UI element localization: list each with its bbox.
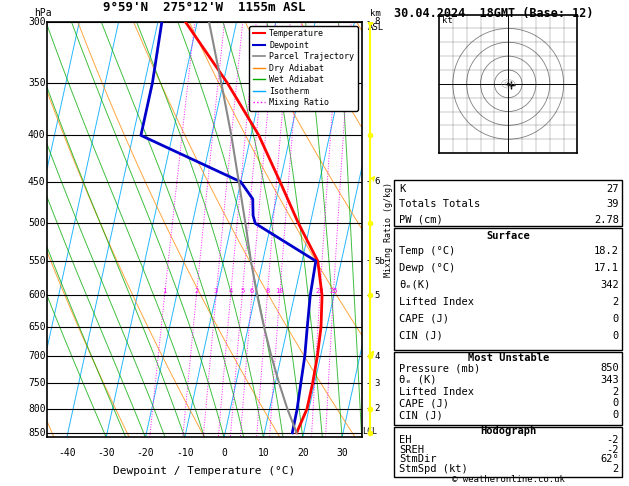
Text: Surface: Surface — [486, 231, 530, 241]
Text: 20: 20 — [316, 288, 324, 294]
Text: LCL: LCL — [362, 427, 377, 436]
Text: Hodograph: Hodograph — [480, 426, 537, 436]
Text: Dewpoint / Temperature (°C): Dewpoint / Temperature (°C) — [113, 467, 296, 476]
Text: 18.2: 18.2 — [594, 246, 619, 256]
Text: 450: 450 — [28, 177, 46, 187]
Text: 750: 750 — [28, 379, 46, 388]
Text: 27: 27 — [606, 184, 619, 194]
Text: 5: 5 — [374, 291, 380, 300]
Text: 2: 2 — [613, 297, 619, 307]
Text: 8: 8 — [374, 17, 380, 26]
Text: StmSpd (kt): StmSpd (kt) — [399, 464, 468, 474]
Text: 2: 2 — [613, 464, 619, 474]
Text: 550: 550 — [28, 256, 46, 266]
Text: kt: kt — [442, 16, 452, 25]
Text: -: - — [366, 257, 371, 265]
Text: StmDir: StmDir — [399, 454, 437, 464]
Text: 2.78: 2.78 — [594, 215, 619, 225]
Text: 5b: 5b — [374, 257, 385, 265]
Text: Dewp (°C): Dewp (°C) — [399, 263, 455, 273]
Text: 10: 10 — [257, 448, 269, 458]
Text: 17.1: 17.1 — [594, 263, 619, 273]
Text: -40: -40 — [58, 448, 75, 458]
Text: 4: 4 — [374, 352, 380, 361]
Text: © weatheronline.co.uk: © weatheronline.co.uk — [452, 474, 565, 484]
Text: SREH: SREH — [399, 445, 425, 454]
Text: θₑ(K): θₑ(K) — [399, 280, 431, 290]
Text: 500: 500 — [28, 218, 46, 228]
Text: 850: 850 — [28, 428, 46, 438]
Text: 2: 2 — [194, 288, 199, 294]
Text: 650: 650 — [28, 322, 46, 332]
Text: -: - — [366, 404, 371, 414]
Text: Lifted Index: Lifted Index — [399, 387, 474, 397]
Text: 3: 3 — [374, 379, 380, 388]
Text: 6: 6 — [250, 288, 254, 294]
Text: Totals Totals: Totals Totals — [399, 199, 481, 209]
Text: ASL: ASL — [368, 23, 384, 32]
Text: -: - — [366, 177, 371, 186]
Text: 25: 25 — [329, 288, 338, 294]
Text: 0: 0 — [221, 448, 227, 458]
Text: 0: 0 — [613, 410, 619, 420]
Text: Temp (°C): Temp (°C) — [399, 246, 455, 256]
Text: θₑ (K): θₑ (K) — [399, 375, 437, 385]
Text: 400: 400 — [28, 130, 46, 140]
Text: 0: 0 — [613, 330, 619, 341]
Text: 850: 850 — [600, 363, 619, 373]
Text: -: - — [366, 379, 371, 388]
Text: hPa: hPa — [35, 8, 52, 17]
Text: 0: 0 — [613, 399, 619, 409]
Text: 600: 600 — [28, 290, 46, 300]
Text: 4: 4 — [228, 288, 233, 294]
Text: 300: 300 — [28, 17, 46, 27]
Text: 20: 20 — [297, 448, 309, 458]
Text: -: - — [366, 291, 371, 300]
Text: 9°59'N  275°12'W  1155m ASL: 9°59'N 275°12'W 1155m ASL — [103, 0, 306, 14]
Legend: Temperature, Dewpoint, Parcel Trajectory, Dry Adiabat, Wet Adiabat, Isotherm, Mi: Temperature, Dewpoint, Parcel Trajectory… — [249, 26, 357, 111]
Text: -30: -30 — [97, 448, 115, 458]
Text: CIN (J): CIN (J) — [399, 410, 443, 420]
Text: 10: 10 — [276, 288, 284, 294]
Text: 1: 1 — [162, 288, 167, 294]
Text: 342: 342 — [600, 280, 619, 290]
Text: 30: 30 — [336, 448, 348, 458]
Text: 0: 0 — [613, 313, 619, 324]
Text: Most Unstable: Most Unstable — [467, 353, 549, 363]
Text: 6: 6 — [374, 177, 380, 186]
Text: -20: -20 — [136, 448, 154, 458]
Text: 700: 700 — [28, 351, 46, 361]
Text: 2: 2 — [613, 387, 619, 397]
Text: Pressure (mb): Pressure (mb) — [399, 363, 481, 373]
Text: Mixing Ratio (g/kg): Mixing Ratio (g/kg) — [384, 182, 393, 277]
Text: -2: -2 — [606, 445, 619, 454]
Text: EH: EH — [399, 435, 412, 445]
Text: 62°: 62° — [600, 454, 619, 464]
Text: 30.04.2024  18GMT (Base: 12): 30.04.2024 18GMT (Base: 12) — [394, 7, 594, 20]
Text: 3: 3 — [214, 288, 218, 294]
Text: km: km — [370, 9, 381, 17]
Text: CIN (J): CIN (J) — [399, 330, 443, 341]
Text: 800: 800 — [28, 404, 46, 414]
Text: -: - — [366, 352, 371, 361]
Text: 2: 2 — [374, 404, 380, 414]
Text: 343: 343 — [600, 375, 619, 385]
Text: K: K — [399, 184, 406, 194]
Text: CAPE (J): CAPE (J) — [399, 313, 449, 324]
Text: CAPE (J): CAPE (J) — [399, 399, 449, 409]
Text: 350: 350 — [28, 78, 46, 87]
Text: -2: -2 — [606, 435, 619, 445]
Text: 39: 39 — [606, 199, 619, 209]
Text: 8: 8 — [265, 288, 269, 294]
Text: 5: 5 — [240, 288, 244, 294]
Text: PW (cm): PW (cm) — [399, 215, 443, 225]
Text: -10: -10 — [176, 448, 194, 458]
Text: Lifted Index: Lifted Index — [399, 297, 474, 307]
Text: -: - — [366, 17, 371, 26]
